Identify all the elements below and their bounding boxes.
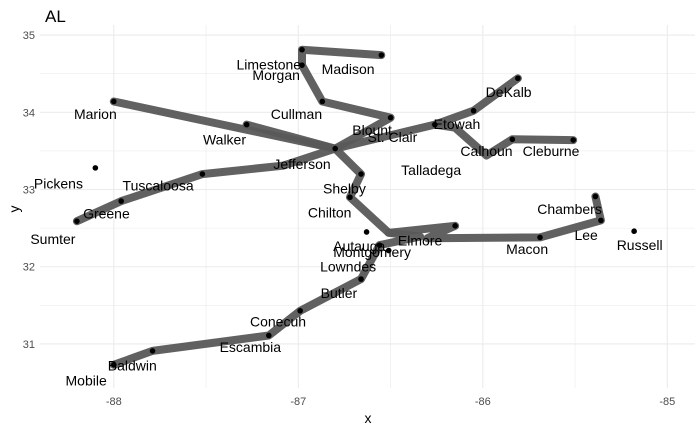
- county-label: Greene: [83, 205, 130, 221]
- county-label: Montgomery: [333, 244, 411, 260]
- point-marker: [592, 193, 599, 200]
- county-label: Chambers: [537, 201, 602, 217]
- path-segment: [109, 120, 425, 369]
- minor-gridlines: [40, 25, 695, 388]
- county-label: Macon: [506, 241, 548, 257]
- x-tick-label: -88: [106, 396, 122, 408]
- point-marker: [299, 46, 305, 53]
- point-marker: [363, 229, 370, 235]
- point-marker: [265, 332, 272, 339]
- point-marker: [111, 98, 117, 105]
- county-label: Chilton: [308, 205, 352, 221]
- county-label: Conecuh: [250, 314, 306, 330]
- path-segment: [430, 120, 578, 160]
- point-marker: [385, 247, 392, 254]
- county-label: Mobile: [66, 372, 107, 388]
- path-segment: [384, 192, 605, 243]
- county-label: Shelby: [323, 181, 366, 197]
- county-label: St. Clair: [368, 129, 418, 145]
- county-label: Lee: [574, 227, 598, 243]
- point-marker: [118, 198, 124, 204]
- path-segment: [331, 74, 522, 153]
- county-label: Limestone: [236, 56, 301, 72]
- x-axis-ticks: -88 -87 -86 -85: [106, 396, 675, 408]
- county-label: Lowndes: [320, 259, 376, 275]
- point-marker: [452, 223, 458, 229]
- county-label: Madison: [322, 61, 375, 77]
- county-label: Tuscaloosa: [123, 178, 194, 194]
- y-axis-title: y: [6, 206, 22, 213]
- y-tick-label: 31: [23, 339, 35, 351]
- county-labels: Limestone Madison Morgan Marion Cullman Walke…: [30, 56, 662, 388]
- y-tick-label: 33: [23, 185, 35, 197]
- y-tick-label: 32: [23, 262, 35, 274]
- point-marker: [387, 114, 394, 121]
- x-tick-label: -87: [290, 396, 306, 408]
- point-marker: [347, 194, 353, 201]
- county-label: DeKalb: [486, 84, 532, 100]
- county-label: Morgan: [252, 67, 299, 83]
- county-label: Pickens: [34, 175, 83, 191]
- county-label: Cleburne: [523, 143, 580, 159]
- point-marker: [432, 121, 438, 128]
- point-marker: [243, 121, 250, 128]
- point-marker: [332, 145, 339, 152]
- point-marker: [74, 218, 80, 224]
- point-marker: [598, 217, 604, 224]
- y-tick-label: 34: [23, 107, 35, 119]
- point-marker: [470, 107, 477, 114]
- y-axis-ticks: 31 32 33 34 35: [23, 30, 35, 351]
- county-label: Cullman: [271, 106, 322, 122]
- county-label: Butler: [321, 285, 358, 301]
- point-marker: [358, 276, 364, 282]
- county-label: Calhoun: [460, 143, 512, 159]
- point-marker: [376, 242, 383, 248]
- county-label: Walker: [203, 131, 246, 147]
- x-tick-label: -85: [659, 396, 675, 408]
- point-marker: [149, 348, 156, 354]
- x-axis-title: x: [365, 410, 372, 426]
- county-label: Baldwin: [108, 358, 157, 374]
- point-marker: [319, 98, 326, 105]
- county-label: Blount: [352, 122, 392, 138]
- point-marker: [358, 171, 364, 177]
- county-label: Russell: [617, 237, 663, 253]
- point-marker: [570, 137, 577, 143]
- point-marker: [537, 234, 543, 241]
- point-marker: [199, 171, 206, 177]
- county-label: Talladega: [401, 162, 461, 178]
- chart-title: AL: [45, 7, 66, 26]
- county-label: Sumter: [30, 231, 75, 247]
- point-marker: [92, 165, 99, 171]
- point-marker: [631, 228, 637, 235]
- point-marker: [509, 136, 516, 143]
- y-tick-label: 35: [23, 30, 35, 42]
- county-label: Autauga: [333, 238, 385, 254]
- point-marker: [299, 62, 305, 68]
- point-marker: [111, 362, 117, 368]
- county-label: Marion: [74, 106, 117, 122]
- x-tick-label: -86: [475, 396, 491, 408]
- point-marker: [297, 307, 303, 314]
- county-label: Escambia: [220, 339, 282, 355]
- county-label: Jefferson: [273, 156, 330, 172]
- data-points: [74, 46, 637, 368]
- point-marker: [515, 75, 521, 82]
- point-marker: [378, 52, 385, 58]
- county-label: Etowah: [434, 116, 481, 132]
- county-label: Elmore: [398, 232, 443, 248]
